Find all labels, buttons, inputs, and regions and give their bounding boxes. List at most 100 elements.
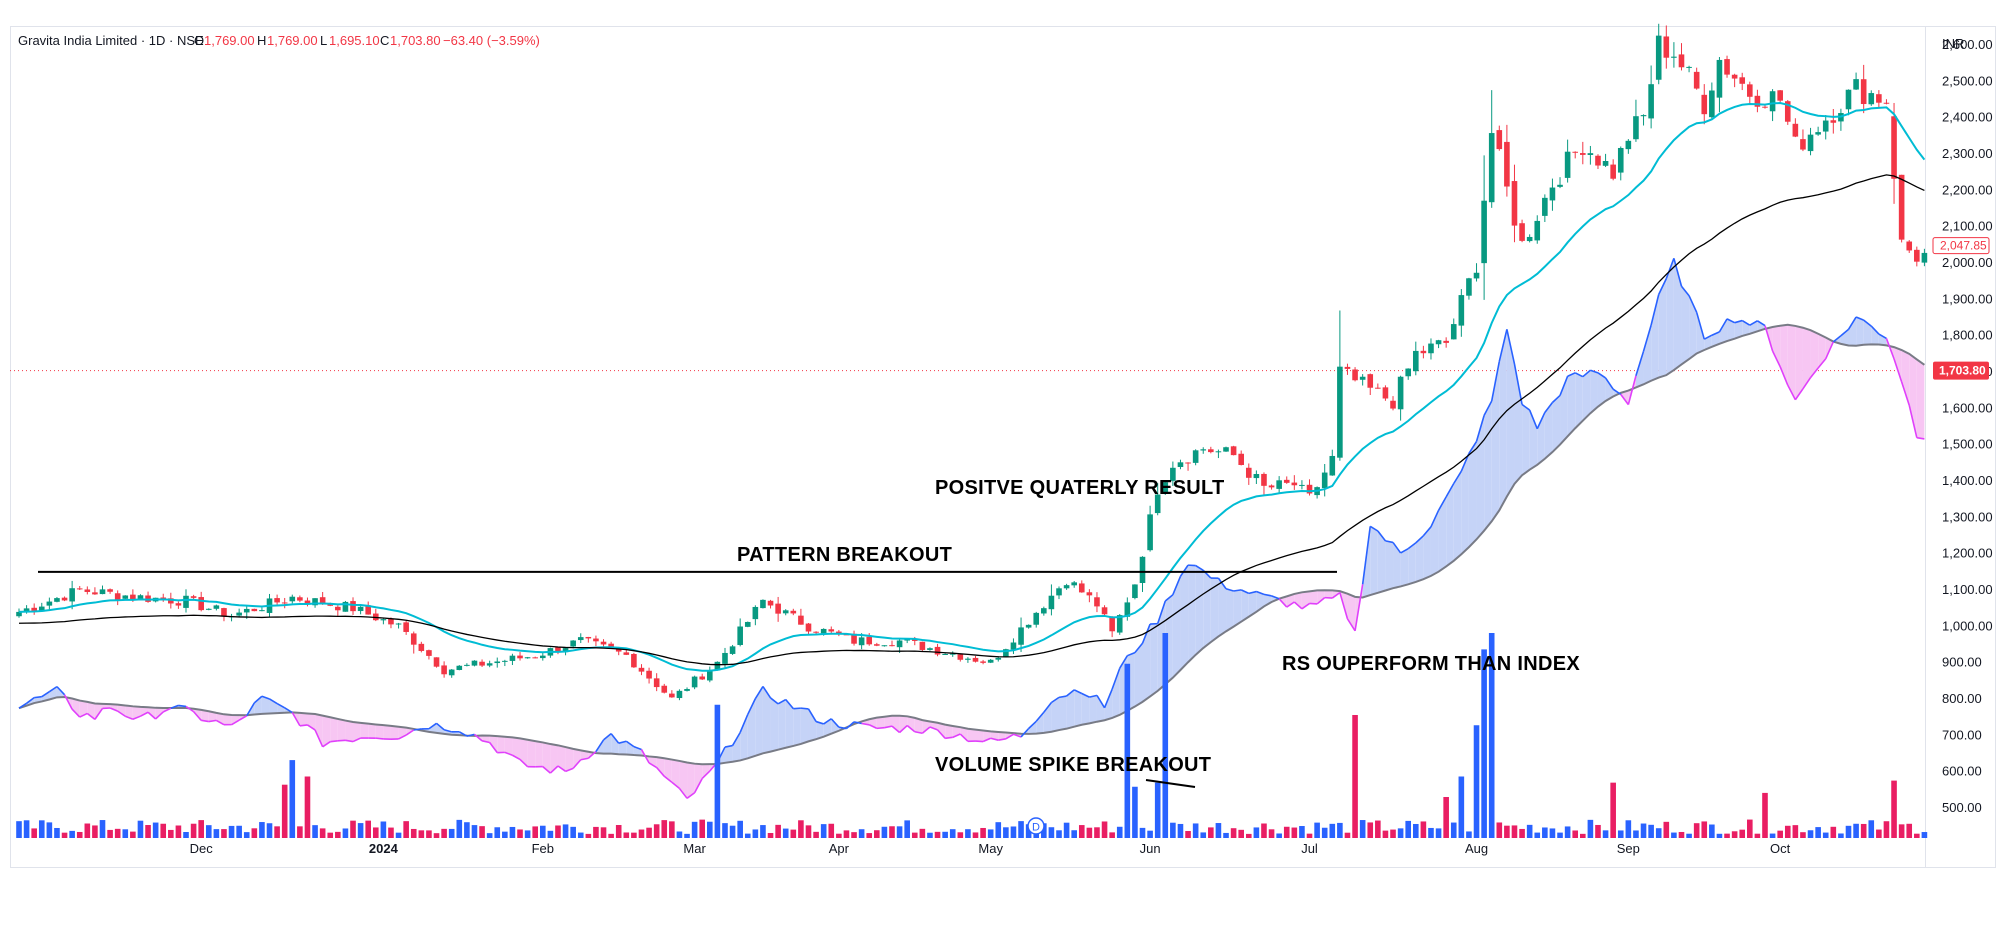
candle-body[interactable] [737,626,743,645]
candle-body[interactable] [274,598,280,603]
volume-spike-pointer-line[interactable] [1145,779,1196,788]
candle-body[interactable] [1154,494,1161,514]
ema-fast-line[interactable] [18,102,1926,672]
candle-body[interactable] [16,611,22,617]
candle-body[interactable] [1504,141,1510,187]
candle-body[interactable] [699,676,706,680]
candle-body[interactable] [1041,608,1047,614]
candle-body[interactable] [61,597,68,601]
candle-body[interactable] [213,605,220,609]
candle-body[interactable] [570,640,576,647]
candle-body[interactable] [1367,374,1374,388]
candle-body[interactable] [243,608,250,613]
candle-body[interactable] [1382,387,1389,399]
candle-body[interactable] [403,622,409,632]
candle-body[interactable] [1617,147,1624,173]
candle-body[interactable] [1147,514,1153,551]
candle-body[interactable] [669,693,675,698]
candle-body[interactable] [464,664,470,666]
candle-body[interactable] [1663,36,1670,58]
candle-body[interactable] [539,655,546,659]
candle-body[interactable] [1822,120,1829,132]
candle-body[interactable] [1678,54,1685,68]
candle-body[interactable] [798,615,804,625]
candle-body[interactable] [1185,462,1191,464]
candle-body[interactable] [1056,588,1062,596]
candle-body[interactable] [1511,181,1518,226]
candle-body[interactable] [319,597,326,605]
candle-body[interactable] [1777,90,1783,101]
candle-body[interactable] [357,606,364,612]
candle-body[interactable] [980,661,986,663]
candle-body[interactable] [471,660,478,666]
candle-body[interactable] [1648,84,1654,119]
time-axis[interactable]: Dec 2024 Feb Mar Apr May Jun Jul Aug Sep Oct [190,841,1791,856]
candle-body[interactable] [23,608,30,613]
candle-body[interactable] [927,648,933,650]
candle-body[interactable] [1747,84,1753,97]
candle-body[interactable] [1238,453,1244,465]
candle-body[interactable] [205,608,212,610]
candle-body[interactable] [593,638,599,642]
candle-body[interactable] [327,604,334,606]
candle-body[interactable] [1542,197,1548,216]
candle-body[interactable] [1359,376,1366,380]
candle-body[interactable] [221,608,227,617]
candle-body[interactable] [1352,369,1358,381]
candle-body[interactable] [1390,400,1396,409]
candle-body[interactable] [767,600,774,606]
candle-body[interactable] [1549,187,1556,201]
annotation-rs-outperform[interactable]: RS OUPERFORM THAN INDEX [1282,653,1580,675]
candle-body[interactable] [874,644,880,646]
candle-body[interactable] [1086,592,1093,596]
candle-body[interactable] [631,653,637,668]
candle-body[interactable] [1762,106,1768,108]
candle-body[interactable] [760,599,766,609]
candle-body[interactable] [1876,94,1882,103]
candle-body[interactable] [1283,479,1290,483]
candle-body[interactable] [418,643,425,651]
candle-body[interactable] [1906,241,1913,251]
candle-body[interactable] [661,685,668,693]
candle-body[interactable] [1853,79,1859,90]
candle-body[interactable] [1420,350,1427,354]
candle-body[interactable] [350,601,356,612]
candle-body[interactable] [524,657,531,659]
candle-body[interactable] [76,588,83,590]
candle-body[interactable] [168,598,174,604]
candle-body[interactable] [517,655,523,659]
candle-body[interactable] [866,636,873,645]
annotation-volume-spike-breakout[interactable]: VOLUME SPIKE BREAKOUT [935,754,1211,776]
candle-body[interactable] [972,657,979,662]
candle-body[interactable] [251,608,258,612]
candle-body[interactable] [365,605,371,615]
candle-body[interactable] [114,593,121,600]
candle-body[interactable] [1291,482,1298,486]
candle-body[interactable] [1724,59,1730,75]
candle-body[interactable] [1253,473,1260,479]
candle-body[interactable] [1625,140,1632,150]
symbol-title[interactable]: Gravita India Limited · 1D · NSE [18,33,204,48]
candle-body[interactable] [676,690,683,699]
candle-body[interactable] [54,598,60,602]
currency-label[interactable]: INR [1942,36,1964,51]
candle-body[interactable] [479,661,485,666]
candle-body[interactable] [1602,161,1609,166]
candle-body[interactable] [1337,366,1343,458]
candle-body[interactable] [1534,220,1541,241]
candle-body[interactable] [1784,101,1791,122]
ema-slow-line[interactable] [18,174,1925,666]
annotation-positive-quarterly-result[interactable]: POSITVE QUATERLY RESULT [935,477,1225,499]
candle-body[interactable] [289,596,296,602]
candle-body[interactable] [896,640,903,648]
candle-body[interactable] [433,657,440,667]
candle-body[interactable] [1466,278,1472,296]
candle-body[interactable] [1633,116,1639,140]
candle-body[interactable] [1412,350,1419,372]
candle-body[interactable] [1010,642,1017,650]
candle-body[interactable] [1071,582,1077,586]
candle-body[interactable] [782,610,789,614]
candle-body[interactable] [1883,102,1890,104]
candle-body[interactable] [653,678,660,688]
candle-body[interactable] [31,607,37,611]
